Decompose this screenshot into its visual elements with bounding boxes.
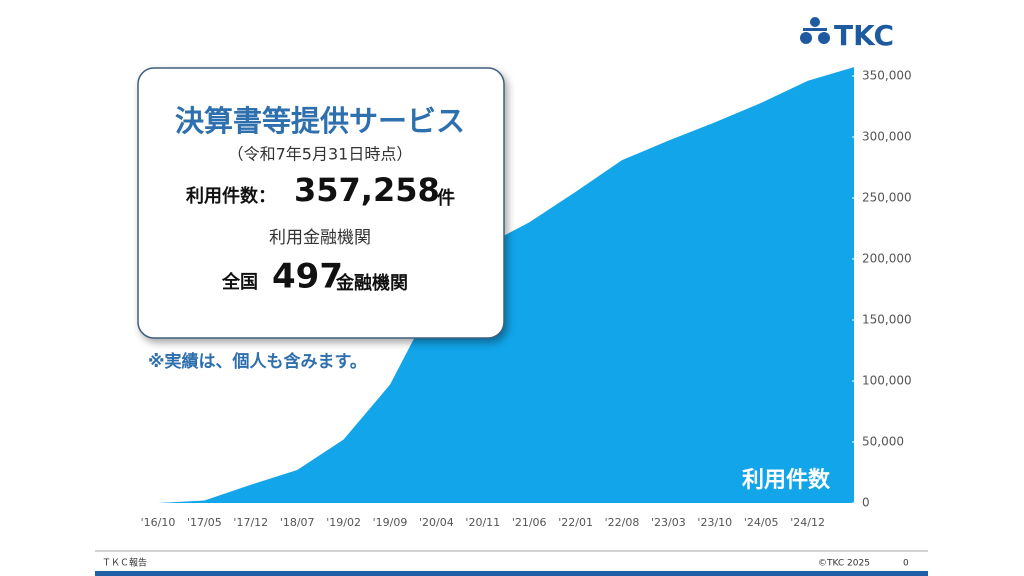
institutions-value: 497 <box>272 257 343 297</box>
logo: TKC <box>800 17 894 52</box>
logo-mark <box>818 32 830 44</box>
y-tick-label: 0 <box>862 496 870 510</box>
nation-label: 全国 <box>221 271 258 293</box>
y-tick-label: 350,000 <box>862 69 912 83</box>
x-tick-label: '17/12 <box>233 516 268 529</box>
x-tick-label: '21/06 <box>512 516 547 529</box>
x-tick-label: '22/08 <box>605 516 640 529</box>
institutions-label: 利用金融機関 <box>269 228 371 248</box>
logo-mark <box>803 28 827 31</box>
logo-mark <box>810 17 820 27</box>
institutions-unit: 金融機関 <box>335 272 408 294</box>
footer-copyright: ©TKC 2025 <box>818 559 870 569</box>
x-tick-label: '22/01 <box>558 516 593 529</box>
count-value: 357,258 <box>294 171 440 209</box>
y-tick-label: 300,000 <box>862 130 912 144</box>
footer-left: ＴＫＣ報告 <box>102 557 147 569</box>
chart: 利用件数 0 50,000 100,000 150,000 200,000 250,000 3… <box>141 67 912 529</box>
logo-mark <box>800 32 812 44</box>
x-tick-label: '24/05 <box>744 516 779 529</box>
x-tick-label: '20/11 <box>465 516 500 529</box>
footer-bar <box>95 571 928 576</box>
x-tick-label: '19/02 <box>326 516 361 529</box>
x-tick-label: '23/03 <box>651 516 686 529</box>
x-tick-label: '19/09 <box>373 516 408 529</box>
panel-title: 決算書等提供サービス <box>175 104 465 138</box>
x-tick-label: '20/04 <box>419 516 454 529</box>
series-label: 利用件数 <box>742 467 831 493</box>
y-tick-label: 250,000 <box>862 191 912 205</box>
y-tick-label: 50,000 <box>862 435 904 449</box>
x-tick-label: '17/05 <box>187 516 222 529</box>
y-tick-label: 150,000 <box>862 313 912 327</box>
info-panel: 決算書等提供サービス （令和7年5月31日時点） 利用件数： 357,258 件… <box>137 67 505 339</box>
panel-date: （令和7年5月31日時点） <box>228 145 413 164</box>
panel-box <box>137 67 505 339</box>
x-tick-label: '24/12 <box>790 516 825 529</box>
x-tick-label: '23/10 <box>697 516 732 529</box>
page-number: 0 <box>903 559 909 569</box>
y-tick-label: 100,000 <box>862 374 912 388</box>
count-unit: 件 <box>437 187 455 209</box>
note: ※実績は、個人も含みます。 <box>148 351 367 372</box>
x-tick-label: '18/07 <box>280 516 315 529</box>
y-tick-label: 200,000 <box>862 252 912 266</box>
x-tick-label: '16/10 <box>141 516 176 529</box>
count-label: 利用件数： <box>186 185 276 207</box>
logo-text: TKC <box>834 19 894 52</box>
area <box>158 67 854 504</box>
